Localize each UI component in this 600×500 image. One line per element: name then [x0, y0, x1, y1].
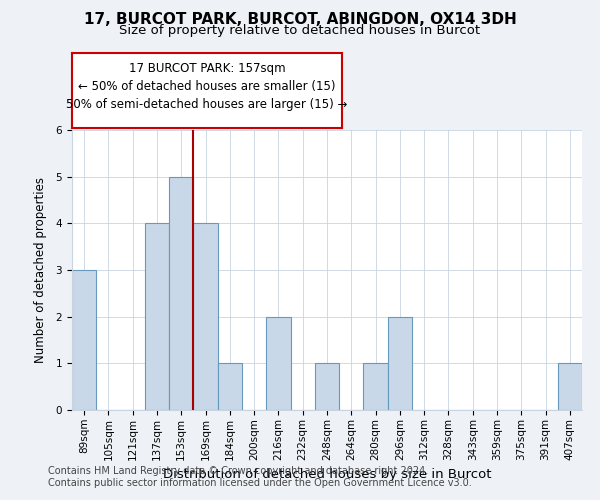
Text: 17, BURCOT PARK, BURCOT, ABINGDON, OX14 3DH: 17, BURCOT PARK, BURCOT, ABINGDON, OX14 … — [83, 12, 517, 26]
Bar — [315, 364, 339, 410]
Bar — [558, 364, 582, 410]
Bar — [169, 176, 193, 410]
Text: Size of property relative to detached houses in Burcot: Size of property relative to detached ho… — [119, 24, 481, 37]
Bar — [218, 364, 242, 410]
Bar — [388, 316, 412, 410]
Text: Contains HM Land Registry data © Crown copyright and database right 2024.
Contai: Contains HM Land Registry data © Crown c… — [48, 466, 472, 487]
Bar — [364, 364, 388, 410]
Bar — [266, 316, 290, 410]
Text: 17 BURCOT PARK: 157sqm
← 50% of detached houses are smaller (15)
50% of semi-det: 17 BURCOT PARK: 157sqm ← 50% of detached… — [67, 62, 347, 111]
Bar — [145, 224, 169, 410]
Y-axis label: Number of detached properties: Number of detached properties — [34, 177, 47, 363]
X-axis label: Distribution of detached houses by size in Burcot: Distribution of detached houses by size … — [163, 468, 491, 481]
Bar — [193, 224, 218, 410]
Bar — [72, 270, 96, 410]
